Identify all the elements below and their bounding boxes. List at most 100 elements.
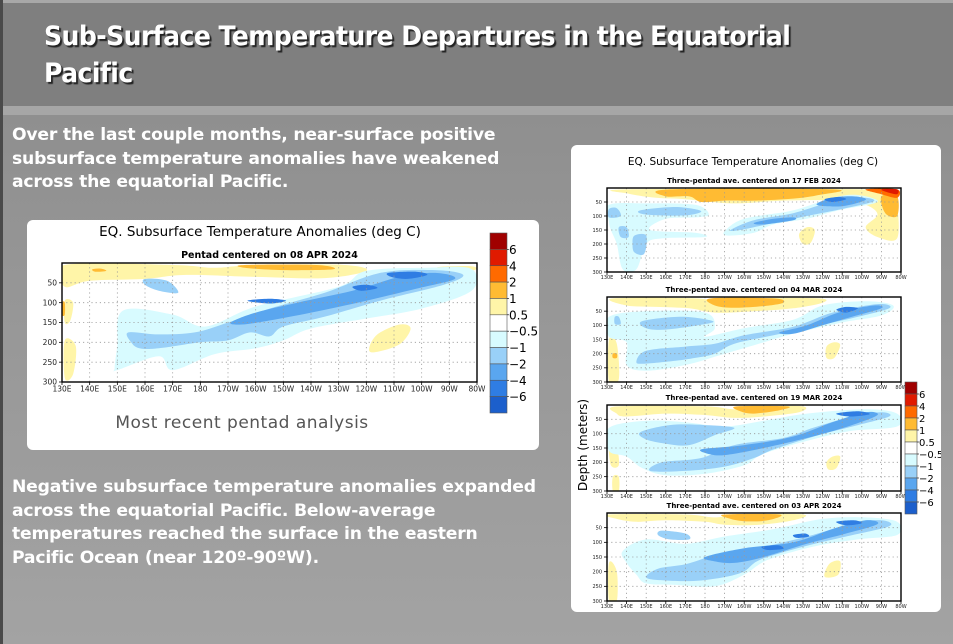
- y-tick-label: 200: [592, 569, 602, 575]
- y-tick-label: 250: [592, 366, 602, 372]
- colorbar-swatch: [489, 265, 508, 283]
- panel-subtitle: Three-pentad ave. centered on 04 MAR 202…: [666, 286, 843, 294]
- anomaly-region: [62, 301, 66, 317]
- x-tick-label: 120W: [355, 385, 377, 394]
- x-tick-label: 130E: [601, 385, 614, 391]
- x-tick-label: 140W: [776, 604, 791, 610]
- colorbar-swatch: [489, 363, 508, 381]
- colorbar-swatch: [904, 453, 918, 467]
- x-tick-label: 150W: [757, 385, 772, 391]
- y-tick-label: 200: [43, 338, 58, 347]
- y-tick-label: 250: [592, 584, 602, 590]
- x-tick-label: 110W: [383, 385, 405, 394]
- anomaly-region: [639, 316, 714, 330]
- anomaly-region: [824, 560, 841, 578]
- anomaly-region: [721, 513, 782, 522]
- colorbar-swatch: [489, 314, 508, 332]
- anomaly-region: [63, 338, 77, 381]
- x-tick-label: 160E: [659, 494, 672, 500]
- colorbar-swatch: [904, 489, 918, 503]
- x-tick-label: 180: [700, 604, 710, 610]
- anomaly-region: [836, 520, 863, 526]
- x-tick-label: 170E: [163, 385, 182, 394]
- summary-text-top: Over the last couple months, near-surfac…: [12, 125, 500, 192]
- colorbar-label: 1: [919, 426, 925, 437]
- y-tick-label: 50: [596, 417, 602, 423]
- panel-subtitle: Three-pentad ave. centered on 19 MAR 202…: [666, 394, 843, 402]
- x-tick-label: 150E: [640, 494, 653, 500]
- anomaly-region: [386, 271, 428, 279]
- anomaly-region: [657, 530, 691, 541]
- window-left-edge: [0, 0, 3, 644]
- anomaly-region: [798, 226, 815, 245]
- x-tick-label: 90W: [876, 385, 887, 391]
- anomaly-region: [779, 305, 883, 335]
- x-tick-label: 160E: [659, 604, 672, 610]
- x-tick-label: 100W: [855, 604, 870, 610]
- y-tick-label: 150: [592, 228, 602, 234]
- x-tick-label: 150W: [757, 275, 772, 281]
- x-tick-label: 110W: [835, 494, 850, 500]
- anomaly-region: [836, 306, 858, 313]
- x-tick-label: 90W: [876, 494, 887, 500]
- x-tick-label: 80W: [895, 604, 906, 610]
- summary-text-bottom: Negative subsurface temperature anomalie…: [12, 477, 536, 568]
- plot-frame: [606, 296, 902, 383]
- colorbar-swatch: [904, 441, 918, 455]
- colorbar-label: 2: [509, 276, 517, 290]
- x-tick-label: 120W: [815, 385, 830, 391]
- y-tick-label: 50: [596, 525, 602, 531]
- anomaly-region: [607, 207, 622, 218]
- colorbar-label: −0.5: [509, 325, 538, 339]
- header-separator: [3, 106, 953, 115]
- colorbar-label: 0.5: [509, 308, 528, 322]
- anomaly-region: [607, 336, 620, 382]
- colorbar-label: −2: [919, 474, 934, 485]
- colorbar-swatch: [904, 393, 918, 407]
- x-tick-label: 150E: [640, 385, 653, 391]
- x-tick-label: 140W: [776, 494, 791, 500]
- y-tick-label: 300: [592, 380, 602, 386]
- x-tick-label: 160E: [659, 385, 672, 391]
- anomaly-region: [638, 424, 735, 446]
- x-tick-label: 100W: [855, 494, 870, 500]
- anomaly-region: [792, 533, 810, 538]
- anomaly-region: [881, 188, 899, 195]
- slide-title: Sub-Surface Temperature Departures in th…: [44, 21, 791, 89]
- colorbar-label: 0.5: [919, 438, 935, 449]
- anomaly-region: [700, 411, 878, 456]
- colorbar-label: 4: [919, 402, 925, 413]
- x-tick-label: 110W: [835, 604, 850, 610]
- x-tick-label: 120W: [815, 604, 830, 610]
- x-tick-label: 150W: [757, 604, 772, 610]
- y-tick-label: 150: [592, 337, 602, 343]
- anomaly-region: [142, 278, 179, 294]
- panel-subtitle: Three-pentad ave. centered on 17 FEB 202…: [667, 177, 841, 185]
- anomaly-region: [836, 411, 870, 417]
- x-tick-label: 140W: [776, 275, 791, 281]
- x-tick-label: 150E: [640, 604, 653, 610]
- x-tick-label: 120W: [815, 494, 830, 500]
- anomaly-region: [733, 405, 790, 414]
- anomaly-region: [880, 194, 899, 218]
- y-tick-label: 250: [592, 256, 602, 262]
- y-tick-label: 200: [592, 460, 602, 466]
- anomaly-region: [237, 264, 335, 271]
- anomaly-region: [608, 561, 618, 601]
- pentad-heatmap-chart: EQ. Subsurface Temperature Anomalies (de…: [43, 224, 538, 414]
- chart-title: EQ. Subsurface Temperature Anomalies (de…: [628, 156, 878, 168]
- chart-title: EQ. Subsurface Temperature Anomalies (de…: [99, 224, 421, 240]
- x-tick-label: 130W: [328, 385, 350, 394]
- colorbar-swatch: [904, 405, 918, 419]
- colorbar-label: −6: [919, 498, 934, 509]
- colorbar-label: 1: [509, 292, 517, 306]
- colorbar-swatch: [489, 330, 508, 348]
- x-tick-label: 130W: [796, 275, 811, 281]
- colorbar-label: −2: [509, 357, 527, 371]
- x-tick-label: 100W: [855, 275, 870, 281]
- anomaly-region: [826, 455, 841, 471]
- x-tick-label: 160E: [659, 275, 672, 281]
